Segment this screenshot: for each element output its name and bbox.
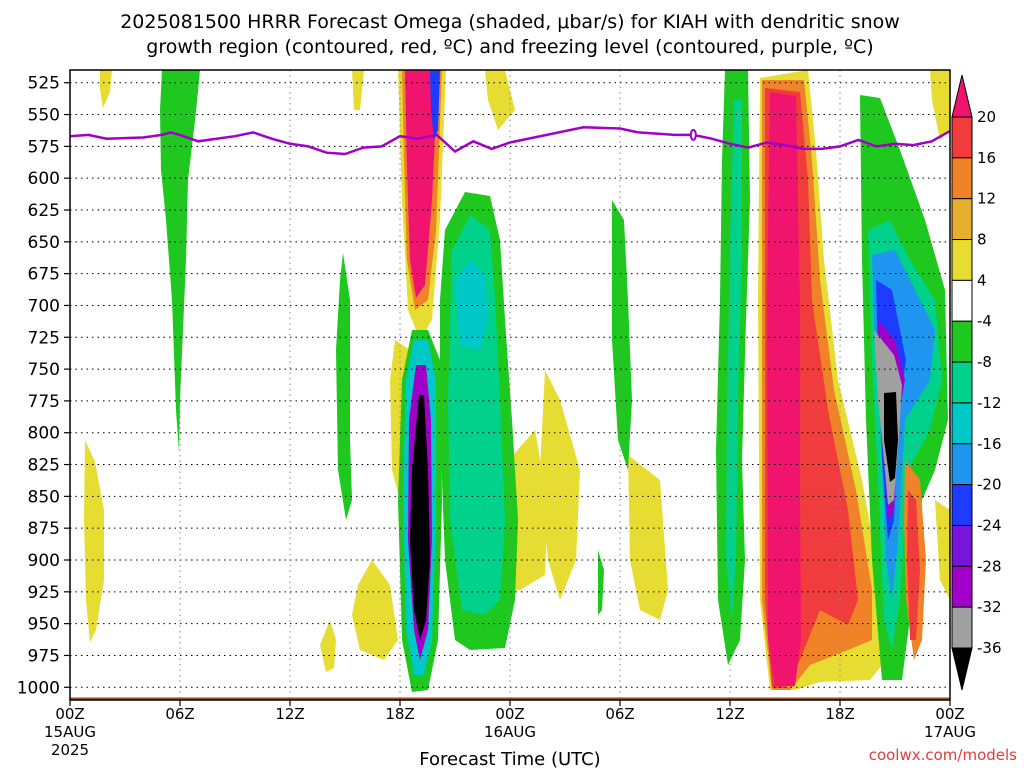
y-tick-label: 900: [28, 551, 60, 571]
y-tick-label: 950: [28, 615, 60, 635]
x-tick-label: 12Z: [275, 705, 304, 723]
omega-patch-pink-upper: [405, 70, 438, 298]
colorbar-bin: [951, 361, 973, 404]
colorbar-tick-label: -20: [977, 476, 1002, 494]
y-tick-label: 700: [28, 296, 60, 316]
colorbar-tick-label: -28: [977, 557, 1002, 575]
title-line-1: 2025081500 HRRR Forecast Omega (shaded, …: [120, 11, 900, 33]
colorbar-bin: [951, 606, 973, 649]
y-tick-label: 925: [28, 583, 60, 603]
colorbar-tick-label: -32: [977, 598, 1002, 616]
colorbar-bin: [951, 279, 973, 322]
colorbar-tick-label: -4: [977, 312, 992, 330]
x-tick-label: 00Z: [55, 705, 84, 723]
x-tick-label: 18Z: [385, 705, 414, 723]
omega-shaded-field: [84, 70, 950, 692]
colorbar-tick-label: 12: [977, 190, 996, 208]
colorbar-bin: [951, 198, 973, 241]
colorbar-bin: [951, 484, 973, 526]
colorbar-bin: [951, 443, 973, 486]
chart-title: 2025081500 HRRR Forecast Omega (shaded, …: [120, 11, 900, 58]
x-tick-label: 18Z: [825, 705, 854, 723]
y-tick-label: 650: [28, 233, 60, 253]
credit-text: coolwx.com/models: [869, 746, 1017, 764]
y-axis: 525 550 575 600 625 650 675 700 725 750 775 800 825 8…: [17, 74, 70, 698]
y-tick-label: 550: [28, 106, 60, 126]
x-tick-label: 00Z: [495, 705, 524, 723]
omega-patch-blue-upper: [430, 70, 440, 140]
colorbar-top-triangle: [951, 74, 973, 118]
omega-patch-yellow-center-3: [628, 455, 668, 620]
x-axis-label: Forecast Time (UTC): [419, 749, 600, 768]
y-tick-label: 675: [28, 265, 60, 285]
colorbar-bin: [951, 524, 973, 567]
y-tick-label: 625: [28, 201, 60, 221]
omega-patch-green-mid: [336, 253, 352, 520]
colorbar-bin: [951, 320, 973, 363]
grid-lines: [70, 70, 950, 700]
colorbar-tick-label: 8: [977, 231, 987, 249]
y-tick-label: 975: [28, 646, 60, 666]
x-tick-label: 06Z: [165, 705, 194, 723]
y-tick-label: 750: [28, 360, 60, 380]
colorbar-tick-label: -8: [977, 353, 992, 371]
y-tick-label: 725: [28, 328, 60, 348]
y-tick-label: 850: [28, 487, 60, 507]
colorbar-tick-label: 4: [977, 271, 987, 289]
omega-patch-yellow-mid-2: [320, 620, 336, 672]
omega-patch-yellow-far-right-low: [935, 500, 950, 600]
colorbar-tick-label: -16: [977, 435, 1002, 453]
omega-patch-green-left: [160, 70, 200, 452]
colorbar-tick-label: -24: [977, 516, 1002, 534]
freezing-level-line: [70, 126, 950, 156]
freezing-level-contour-marker: [689, 128, 697, 141]
terrain-surface: [70, 697, 950, 700]
colorbar-tick-label: -12: [977, 394, 1002, 412]
colorbar-tick-label: -36: [977, 639, 1002, 657]
colorbar-bin: [951, 565, 973, 608]
x-tick-year: 2025: [51, 741, 89, 759]
y-tick-label: 800: [28, 424, 60, 444]
omega-patch-yellow-mid-3: [352, 560, 398, 660]
omega-patch-yellow-left-top: [100, 70, 112, 108]
colorbar-tick-label: 16: [977, 149, 996, 167]
omega-patch-green-right-3: [598, 550, 604, 615]
colorbar-bottom-triangle: [951, 647, 973, 691]
colorbar-tick-label: 20: [977, 108, 996, 126]
omega-patch-yellow-center-2: [540, 370, 580, 600]
y-tick-label: 575: [28, 137, 60, 157]
plot-border: [69, 69, 951, 701]
x-tick-date: 15AUG: [44, 723, 96, 741]
x-tick-label: 06Z: [605, 705, 634, 723]
colorbar-bin: [951, 116, 973, 159]
omega-patch-yellow-far-right-edge: [930, 70, 950, 140]
colorbar-bin: [951, 402, 973, 445]
omega-patch-yellow-top-1: [485, 70, 515, 130]
colorbar-bin: [951, 157, 973, 200]
colorbar: 20 16 12 8 4 -4 -8 -12 -16 -20 -24 -28 -32 -36: [951, 74, 1002, 691]
omega-patch-green-right-2: [612, 200, 632, 470]
omega-patch-red-far-right: [907, 490, 920, 640]
omega-patch-black-far-right: [884, 392, 898, 482]
title-line-2: growth region (contoured, red, ºC) and f…: [146, 36, 873, 58]
omega-patch-pink-right-column: [767, 92, 801, 686]
x-tick-label: 12Z: [715, 705, 744, 723]
x-tick-date: 16AUG: [484, 723, 536, 741]
x-tick-date: 17AUG: [924, 723, 976, 741]
omega-patch-black-lower-core: [410, 395, 430, 640]
colorbar-bin: [951, 239, 973, 281]
omega-patch-teal-right-1: [726, 100, 742, 620]
y-tick-label: 775: [28, 392, 60, 412]
y-tick-label: 875: [28, 519, 60, 539]
omega-patch-yellow-mid-1: [352, 70, 364, 110]
y-tick-label: 1000: [17, 678, 60, 698]
y-tick-label: 525: [28, 74, 60, 94]
y-tick-label: 825: [28, 456, 60, 476]
y-tick-label: 600: [28, 169, 60, 189]
x-tick-label: 00Z: [935, 705, 964, 723]
